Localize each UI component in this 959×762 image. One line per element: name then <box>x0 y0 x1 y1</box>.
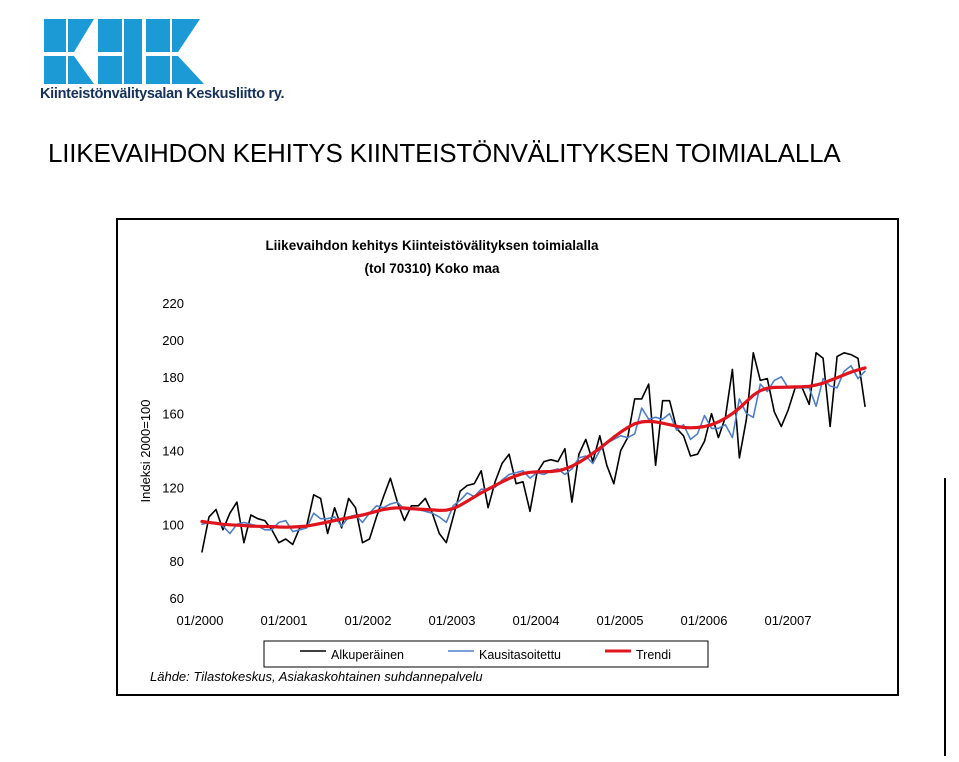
y-tick-label: 200 <box>162 333 184 348</box>
chart-frame: Liikevaihdon kehitys Kiinteistövälitykse… <box>116 218 899 696</box>
series-lines <box>200 352 867 553</box>
chart-subtitle: (tol 70310) Koko maa <box>364 261 500 276</box>
y-tick-label: 100 <box>162 517 184 532</box>
kvkl-logo <box>44 19 204 84</box>
y-tick-label: 120 <box>162 480 184 495</box>
y-tick-label: 180 <box>162 370 184 385</box>
series-line-trend <box>200 366 867 529</box>
y-tick-labels: 60 80 100 120 140 160 180 200 220 <box>162 296 184 606</box>
chart-source: Lähde: Tilastokeskus, Asiakaskohtainen s… <box>150 669 483 684</box>
x-tick-label: 01/2001 <box>261 613 308 628</box>
y-tick-label: 80 <box>170 554 184 569</box>
line-chart: Liikevaihdon kehitys Kiinteistövälitykse… <box>138 238 867 684</box>
legend-label-original: Alkuperäinen <box>331 648 404 662</box>
y-tick-label: 60 <box>170 591 184 606</box>
legend-label-trend: Trendi <box>636 648 671 662</box>
page-edge-rule <box>944 478 946 756</box>
y-tick-label: 140 <box>162 444 184 459</box>
x-tick-label: 01/2003 <box>429 613 476 628</box>
logo-mark <box>44 19 204 84</box>
series-line-original <box>201 352 866 553</box>
x-tick-label: 01/2006 <box>681 613 728 628</box>
logo-org-name: Kiinteistönvälitysalan Keskusliitto ry. <box>40 86 285 102</box>
y-axis-label: Indeksi 2000=100 <box>138 399 153 502</box>
x-tick-label: 01/2000 <box>177 613 224 628</box>
chart-title: Liikevaihdon kehitys Kiinteistövälitykse… <box>265 238 599 253</box>
x-tick-label: 01/2002 <box>345 613 392 628</box>
x-tick-label: 01/2005 <box>597 613 644 628</box>
x-tick-labels: 01/2000 01/2001 01/2002 01/2003 01/2004 01/20… <box>177 613 812 628</box>
y-tick-label: 160 <box>162 407 184 422</box>
legend: Alkuperäinen Kausitasoitettu Trendi <box>263 640 709 668</box>
legend-label-seasonal: Kausitasoitettu <box>479 648 561 662</box>
x-tick-label: 01/2007 <box>765 613 812 628</box>
y-tick-label: 220 <box>162 296 184 311</box>
page-title: LIIKEVAIHDON KEHITYS KIINTEISTÖNVÄLITYKS… <box>48 138 841 168</box>
x-tick-label: 01/2004 <box>513 613 560 628</box>
legend-box <box>263 640 709 668</box>
series-line-seasonal <box>201 364 866 535</box>
